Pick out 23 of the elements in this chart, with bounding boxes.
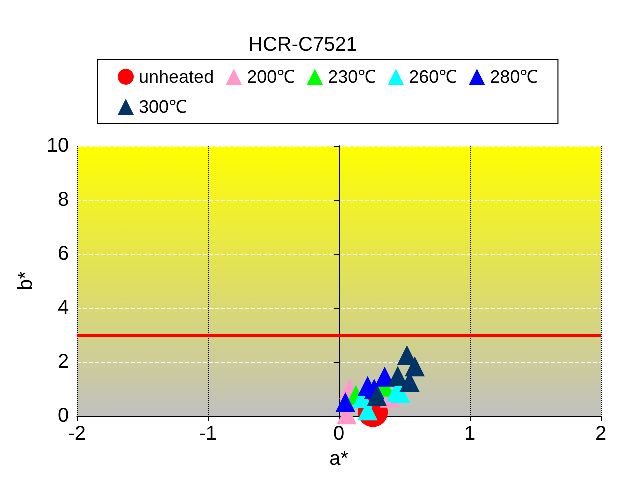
point bbox=[367, 386, 388, 406]
y-tick-label: 10 bbox=[46, 135, 70, 157]
y-tick-label: 6 bbox=[58, 243, 70, 265]
y-tick-label: 2 bbox=[58, 351, 70, 373]
legend-label: 200℃ bbox=[247, 67, 296, 87]
x-tick-label: 0 bbox=[334, 423, 345, 445]
legend-label: 280℃ bbox=[490, 67, 538, 87]
legend-label: 230℃ bbox=[328, 67, 376, 87]
point bbox=[405, 356, 426, 377]
chart-title: HCR-C7521 bbox=[248, 34, 358, 56]
y-tick-label: 0 bbox=[58, 405, 70, 427]
y-tick-label: 8 bbox=[58, 189, 70, 211]
y-tick-label: 4 bbox=[58, 297, 70, 319]
x-axis-title: a* bbox=[330, 448, 349, 470]
point bbox=[336, 392, 356, 412]
x-tick-label: -1 bbox=[199, 423, 218, 445]
legend-label: unheated bbox=[139, 67, 214, 87]
x-tick-label: 1 bbox=[464, 423, 476, 445]
legend-label: 300℃ bbox=[139, 97, 188, 117]
y-axis-title: b* bbox=[15, 271, 37, 290]
legend-label: 260℃ bbox=[409, 67, 458, 87]
x-tick-label: 2 bbox=[595, 423, 607, 445]
x-tick-label: -2 bbox=[68, 423, 86, 445]
